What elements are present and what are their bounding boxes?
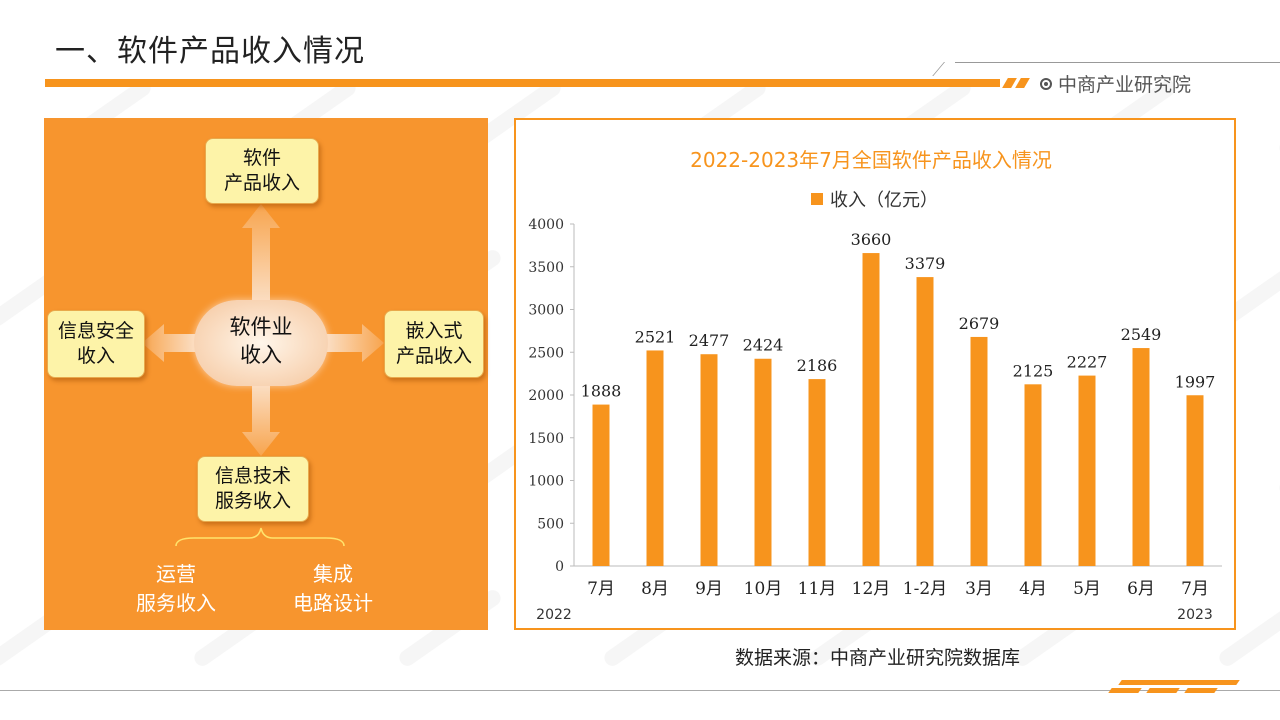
bar-value-label: 2477 [689,331,730,350]
bar-value-label: 2549 [1121,325,1162,344]
node-embedded-product-revenue: 嵌入式 产品收入 [384,310,484,378]
bar-chart: 2022-2023年7月全国软件产品收入情况 收入（亿元） 0 500 1000 15… [528,148,1222,623]
bar-value-label: 2186 [797,356,838,375]
sub-node-operation-service: 运营 服务收入 [136,562,216,615]
bar-value-label: 2679 [959,314,1000,333]
bar-value-label: 3660 [851,230,892,249]
bar-value-label: 1888 [581,382,622,401]
footer-stripe [1108,688,1142,693]
year-label-end: 2023 [1177,607,1213,623]
bar-value-label: 2125 [1013,361,1054,380]
x-tick-label: 7月 [587,579,615,599]
footer-stripe [1118,680,1240,685]
legend-swatch [811,193,823,205]
x-tick-label: 10月 [744,579,783,599]
bar [862,253,880,566]
bar-value-label: 1997 [1175,372,1216,391]
watermark-mark [1276,417,1280,499]
arrow-down [242,384,280,456]
bar-value-label: 3379 [905,254,946,273]
page-title: 一、软件产品收入情况 [55,34,365,69]
bar-value-label: 2424 [743,336,784,355]
bar [970,336,988,566]
arrow-right [326,324,384,362]
brand-logo: 中商产业研究院 [1040,70,1191,97]
y-tick-label: 2000 [528,388,564,404]
node-info-security-revenue: 信息安全 收入 [47,310,145,378]
bar-chart-panel: 2022-2023年7月全国软件产品收入情况 收入（亿元） 0 500 1000 15… [514,118,1236,630]
bar-value-label: 2227 [1067,353,1108,372]
sub-brace [175,527,345,547]
footer-stripe [1184,688,1218,693]
bar [646,350,664,566]
x-tick-label: 1-2月 [903,579,947,599]
watermark-mark [1276,77,1280,159]
bar [916,277,934,566]
legend-label: 收入（亿元） [830,190,938,211]
y-tick-label: 500 [537,516,564,532]
x-tick-label: 7月 [1181,579,1209,599]
bar [1078,375,1096,566]
x-tick-label: 3月 [965,579,993,599]
node-it-service-revenue: 信息技术 服务收入 [197,456,309,522]
chart-title: 2022-2023年7月全国软件产品收入情况 [690,148,1052,172]
y-tick-label: 3500 [528,260,564,276]
bar-value-label: 2521 [635,327,676,346]
sub-node-ic-design: 集成 电路设计 [293,562,373,615]
bar [592,404,610,566]
x-tick-label: 12月 [852,579,891,599]
arrow-left [142,324,196,362]
footer-stripe [1146,688,1180,693]
bar [1186,395,1204,566]
bar [700,354,718,566]
footer-divider [0,690,1280,691]
y-tick-label: 4000 [528,217,564,233]
x-tick-label: 4月 [1019,579,1047,599]
center-node-software-revenue: 软件业 收入 [194,300,328,386]
chart-legend: 收入（亿元） [811,190,938,211]
y-tick-label: 0 [555,559,564,575]
bar [754,358,772,566]
brand-name: 中商产业研究院 [1058,74,1192,96]
y-tick-label: 1000 [528,474,564,490]
bar [1132,348,1150,566]
node-software-product-revenue: 软件 产品收入 [205,138,319,204]
bar [808,379,826,566]
header-divider [955,62,1280,63]
title-underline [45,79,1000,87]
arrow-up [242,204,280,304]
year-label-start: 2022 [536,607,572,623]
data-source-note: 数据来源：中商产业研究院数据库 [735,647,1021,669]
x-tick-label: 9月 [695,579,723,599]
x-tick-label: 11月 [798,579,837,599]
x-tick-label: 6月 [1127,579,1155,599]
revenue-structure-diagram: 软件业 收入 软件 产品收入 信息安全 收入 嵌入式 产品收入 信息技术 服务收入 运营服… [44,118,488,630]
bar [1024,384,1042,566]
x-tick-label: 8月 [641,579,669,599]
target-icon [1040,77,1052,90]
y-tick-label: 1500 [528,431,564,447]
y-tick-label: 2500 [528,345,564,361]
y-tick-label: 3000 [528,303,564,319]
x-tick-label: 5月 [1073,579,1101,599]
